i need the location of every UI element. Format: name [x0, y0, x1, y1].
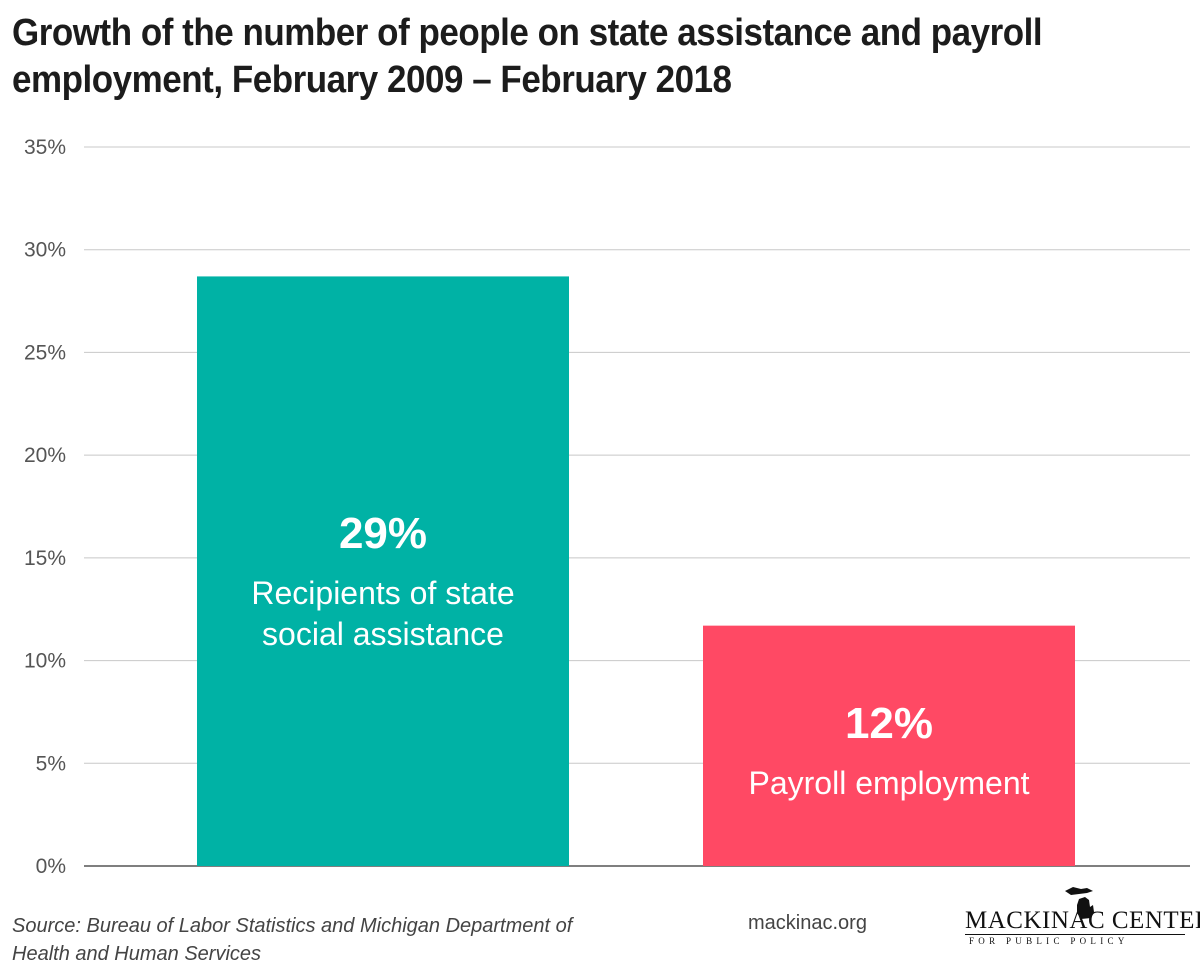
y-tick-label: 10% — [24, 650, 66, 673]
y-tick-label: 25% — [24, 341, 66, 364]
bar-chart: 0% 5% 10% 15% 20% 25% 30% 35% 29% Recipients of s… — [24, 136, 1190, 878]
y-tick-label: 15% — [24, 547, 66, 570]
website-link[interactable]: mackinac.org — [748, 912, 867, 934]
logo-rule — [965, 934, 1185, 935]
logo-wordmark: MACKINAC CENTER — [965, 907, 1200, 934]
y-tick-label: 5% — [36, 752, 66, 775]
bar-category-label: Payroll employment — [749, 765, 1030, 801]
source-line-1: Source: Bureau of Labor Statistics and M… — [12, 915, 573, 937]
bar — [703, 625, 1075, 866]
bar-value-label: 12% — [845, 699, 933, 748]
mackinac-center-logo: MACKINAC CENTER FOR PUBLIC POLICY — [963, 885, 1200, 946]
source-line-2: Health and Human Services — [12, 943, 262, 965]
michigan-map-icon — [1065, 887, 1094, 919]
y-tick-label: 30% — [24, 239, 66, 262]
bar-category-label: social assistance — [262, 616, 504, 652]
bar-value-label: 29% — [339, 509, 427, 558]
chart-title: Growth of the number of people on state … — [12, 12, 1043, 101]
y-tick-label: 35% — [24, 136, 66, 159]
bar — [197, 276, 569, 866]
y-tick-label: 0% — [36, 855, 66, 878]
y-tick-label: 20% — [24, 444, 66, 467]
logo-tagline: FOR PUBLIC POLICY — [969, 936, 1129, 946]
bar-category-label: Recipients of state — [251, 575, 514, 611]
source-note: Source: Bureau of Labor Statistics and M… — [12, 912, 712, 968]
